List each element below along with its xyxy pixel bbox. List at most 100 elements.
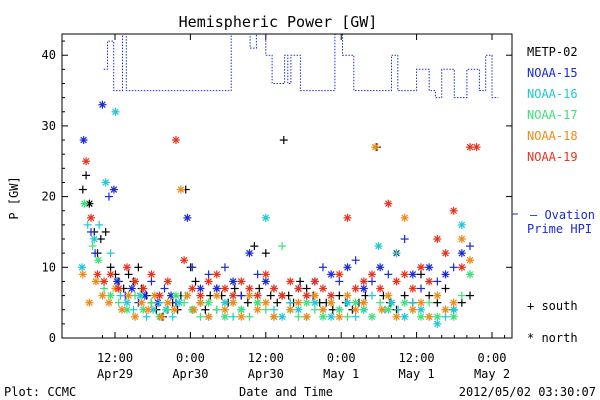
point-south <box>266 291 275 300</box>
point-south <box>250 242 259 251</box>
point-south <box>196 312 205 321</box>
point-north <box>441 249 450 258</box>
point-south <box>279 136 288 145</box>
point-north <box>433 312 442 321</box>
point-north <box>204 298 213 307</box>
point-south <box>433 277 442 286</box>
plot-credit: Plot: CCMC <box>4 385 76 399</box>
point-north <box>111 107 120 116</box>
point-north <box>237 312 246 321</box>
point-south <box>243 298 252 307</box>
point-south <box>237 291 246 300</box>
point-north <box>122 298 131 307</box>
point-south <box>416 284 425 293</box>
point-north <box>472 143 481 152</box>
y-tick-label: 10 <box>42 260 56 274</box>
point-south <box>425 291 434 300</box>
point-north <box>229 298 238 307</box>
point-north <box>343 263 352 272</box>
point-north <box>86 213 95 222</box>
point-north <box>433 319 442 328</box>
point-north <box>387 298 396 307</box>
point-south <box>188 263 197 272</box>
legend-south: + south <box>527 299 578 313</box>
point-south <box>147 298 156 307</box>
point-north <box>441 305 450 314</box>
point-north <box>449 298 458 307</box>
ovation-legend-label: — Ovation <box>530 208 595 222</box>
point-south <box>441 312 450 321</box>
point-north <box>245 291 254 300</box>
point-north <box>310 277 319 286</box>
point-north <box>253 298 262 307</box>
ovation-layer <box>103 33 499 99</box>
point-south <box>400 291 409 300</box>
point-south <box>212 305 221 314</box>
x-axis-label: Date and Time <box>239 385 333 399</box>
point-north <box>118 305 127 314</box>
point-north <box>335 305 344 314</box>
point-north <box>343 213 352 222</box>
legend-item-noaa-19: NOAA-19 <box>527 150 578 164</box>
point-south <box>106 249 115 258</box>
point-north <box>204 312 213 321</box>
point-south <box>457 291 466 300</box>
point-north <box>101 178 110 187</box>
point-north <box>180 256 189 265</box>
points-layer <box>78 100 481 328</box>
point-south <box>82 171 91 180</box>
legend-item-noaa-18: NOAA-18 <box>527 129 578 143</box>
y-tick-label: 30 <box>42 119 56 133</box>
point-north <box>351 298 360 307</box>
point-north <box>416 263 425 272</box>
point-south <box>191 277 200 286</box>
point-north <box>100 277 109 286</box>
point-north <box>371 143 380 152</box>
point-south <box>261 305 270 314</box>
point-north <box>376 284 385 293</box>
point-north <box>318 312 327 321</box>
point-north <box>196 291 205 300</box>
point-north <box>374 242 383 251</box>
point-north <box>310 298 319 307</box>
point-south <box>335 291 344 300</box>
point-north <box>335 312 344 321</box>
point-north <box>196 298 205 307</box>
point-north <box>367 312 376 321</box>
point-north <box>237 277 246 286</box>
point-south <box>343 312 352 321</box>
point-south <box>124 270 133 279</box>
point-south <box>310 305 319 314</box>
point-south <box>425 298 434 307</box>
point-north <box>94 256 103 265</box>
point-north <box>80 199 89 208</box>
point-north <box>131 312 140 321</box>
point-south <box>449 263 458 272</box>
x-tick-date: May 2 <box>474 367 510 381</box>
point-south <box>394 305 403 314</box>
point-south <box>278 242 287 251</box>
point-north <box>376 263 385 272</box>
point-north <box>367 270 376 279</box>
point-south <box>359 305 368 314</box>
chart-title: Hemispheric Power [GW] <box>179 13 378 31</box>
point-south <box>106 263 115 272</box>
point-north <box>163 277 172 286</box>
point-north <box>351 284 360 293</box>
point-north <box>139 284 148 293</box>
legend-item-noaa-15: NOAA-15 <box>527 66 578 80</box>
point-north <box>157 312 166 321</box>
point-south <box>296 277 305 286</box>
x-tick-time: 0:00 <box>478 351 507 365</box>
point-north <box>124 291 133 300</box>
point-north <box>416 298 425 307</box>
point-south <box>134 263 143 272</box>
point-north <box>171 291 180 300</box>
point-south <box>245 312 254 321</box>
point-south <box>273 298 282 307</box>
y-tick-label: 20 <box>42 190 56 204</box>
point-north <box>220 284 229 293</box>
point-north <box>93 270 102 279</box>
point-north <box>220 298 229 307</box>
